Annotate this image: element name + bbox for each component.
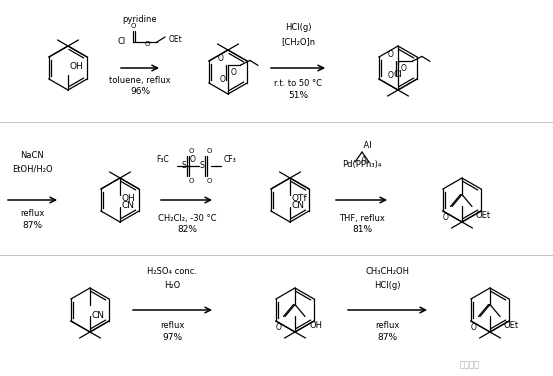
Text: S: S [200,162,205,170]
Text: 82%: 82% [177,226,197,235]
Text: CN: CN [91,311,104,320]
Text: CN: CN [291,202,304,211]
Text: HCl(g): HCl(g) [285,23,311,32]
Text: H₂O: H₂O [164,280,180,290]
Text: O: O [219,75,225,84]
Text: \: \ [363,156,367,165]
Text: Pd(PPh₃)₄: Pd(PPh₃)₄ [342,161,382,170]
Text: 87%: 87% [377,332,397,341]
Text: OH: OH [70,62,84,71]
Text: O: O [144,41,150,47]
Text: reflux: reflux [375,320,399,329]
Text: OH: OH [309,320,322,329]
Text: 81%: 81% [352,226,372,235]
Text: OEt: OEt [476,211,491,220]
Text: 51%: 51% [288,91,308,100]
Text: [CH₂O]n: [CH₂O]n [281,38,315,47]
Text: toluene, reflux: toluene, reflux [109,76,171,85]
Text: O: O [131,23,135,29]
Text: Al: Al [353,141,371,150]
Text: reflux: reflux [20,209,44,217]
Text: HCl(g): HCl(g) [374,280,400,290]
Text: O: O [218,55,224,64]
Text: Cl: Cl [118,38,126,47]
Text: EtOH/H₂O: EtOH/H₂O [12,165,53,173]
Text: THF, reflux: THF, reflux [339,214,385,223]
Text: CF₃: CF₃ [224,156,237,165]
Text: O: O [443,212,449,221]
Text: O: O [189,178,194,184]
Text: CN: CN [121,202,134,211]
Text: O: O [471,323,477,332]
Text: 87%: 87% [22,221,42,230]
Text: pyridine: pyridine [123,15,157,24]
Text: OEt: OEt [169,35,182,44]
Text: S: S [181,162,186,170]
Text: reflux: reflux [160,320,184,329]
Text: O: O [388,71,394,80]
Text: Cl: Cl [394,70,403,79]
Text: CH₂Cl₂, -30 °C: CH₂Cl₂, -30 °C [158,214,216,223]
Text: /: / [361,156,363,165]
Text: O: O [276,323,282,332]
Text: O: O [207,148,212,154]
Text: O: O [207,178,212,184]
Text: r.t. to 50 °C: r.t. to 50 °C [274,79,322,88]
Text: OEt: OEt [504,320,519,329]
Text: 源礼化学: 源礼化学 [460,361,480,370]
Text: NaCN: NaCN [20,150,44,159]
Text: O: O [388,50,394,59]
Text: O: O [231,68,237,77]
Text: O: O [189,148,194,154]
Text: OTf: OTf [292,194,307,203]
Text: O: O [401,64,407,73]
Text: 96%: 96% [130,86,150,96]
Text: CH₃CH₂OH: CH₃CH₂OH [365,267,409,276]
Text: F₃C: F₃C [156,156,169,165]
Text: OH: OH [122,194,135,203]
Text: O: O [190,155,196,164]
Text: 97%: 97% [162,332,182,341]
Text: H₂SO₄ conc.: H₂SO₄ conc. [147,267,197,276]
